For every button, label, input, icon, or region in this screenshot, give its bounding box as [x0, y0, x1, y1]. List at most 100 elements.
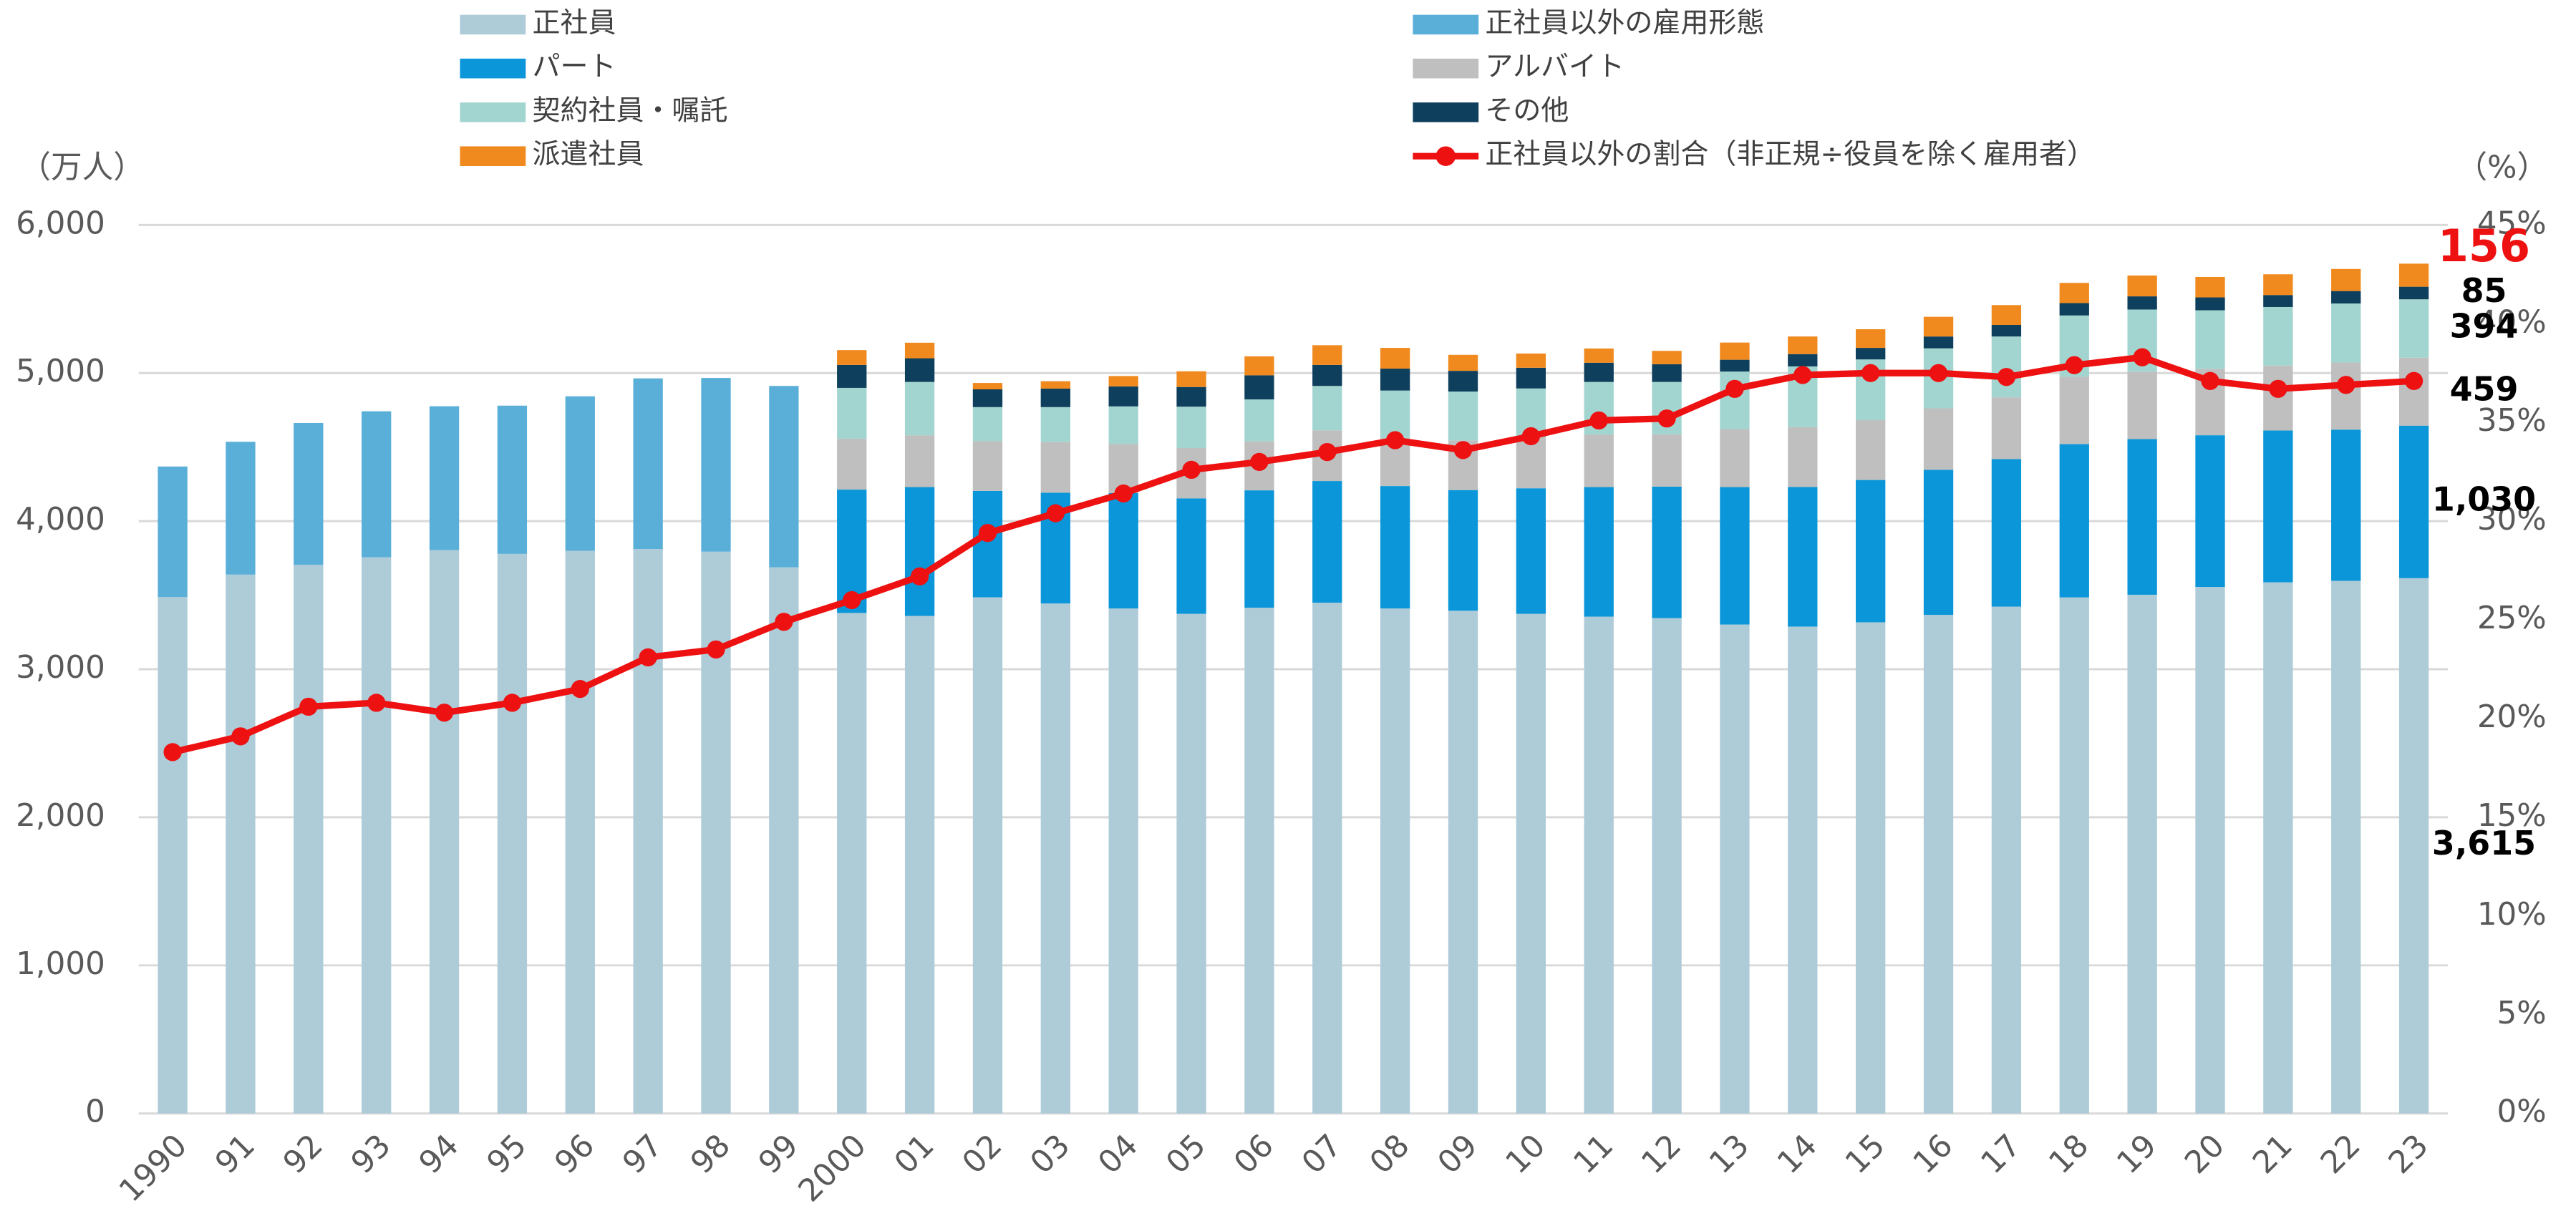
ratio-point — [503, 694, 522, 712]
bar-segment — [837, 438, 867, 490]
ratio-point — [1657, 409, 1676, 428]
x-tick-label: 91 — [208, 1128, 262, 1182]
bar-segment — [1856, 348, 1886, 360]
bar-segment — [1312, 386, 1342, 431]
ratio-point — [2133, 348, 2151, 366]
bar-segment — [1720, 487, 1750, 625]
value-label: 156 — [2438, 220, 2530, 272]
y-tick-label: 4,000 — [16, 502, 105, 538]
bar-segment — [1856, 329, 1886, 349]
ratio-point — [1182, 460, 1201, 480]
y-tick-label: 1,000 — [16, 946, 105, 982]
ratio-point — [1725, 379, 1744, 398]
y-tick-label: 6,000 — [16, 205, 105, 241]
bar-segment — [1584, 348, 1614, 363]
ratio-point — [435, 704, 454, 722]
ratio-point — [1114, 484, 1133, 503]
value-label: 459 — [2450, 370, 2519, 409]
bar-segment — [904, 435, 935, 487]
bar-segment — [2263, 306, 2293, 366]
x-tick-label: 20 — [2178, 1128, 2232, 1182]
bar-segment — [837, 350, 867, 365]
ratio-point — [1793, 366, 1812, 384]
x-tick-label: 18 — [2043, 1128, 2096, 1182]
bar-segment — [1176, 613, 1206, 1114]
bar-segment — [1108, 492, 1138, 609]
bar-segment — [1652, 618, 1682, 1114]
legend-swatch — [460, 14, 526, 35]
x-tick-label: 14 — [1771, 1128, 1824, 1182]
bar-segment — [904, 342, 935, 359]
legend-label: 派遣社員 — [532, 139, 644, 171]
bar-segment — [2263, 365, 2293, 431]
bar-segment — [294, 422, 324, 565]
y-tick-label: 2,000 — [16, 798, 105, 834]
bar-segment — [1652, 434, 1682, 487]
bar-segment — [837, 364, 867, 388]
x-tick-label: 13 — [1703, 1128, 1756, 1182]
ratio-point — [1589, 411, 1608, 430]
ratio-point — [367, 694, 386, 712]
bar-segment — [158, 597, 188, 1114]
bar-segment — [701, 378, 731, 552]
bar-segment — [1448, 391, 1478, 441]
ratio-point — [1929, 364, 1948, 382]
y2-tick-label: 10% — [2477, 897, 2547, 933]
x-tick-label: 19 — [2111, 1128, 2164, 1182]
bar-segment — [904, 487, 935, 616]
ratio-point — [2201, 371, 2219, 390]
ratio-point — [231, 727, 250, 746]
x-tick-label: 15 — [1839, 1128, 1892, 1182]
bar-segment — [2398, 425, 2429, 578]
bar-segment — [2398, 578, 2429, 1114]
bar-segment — [1244, 356, 1274, 376]
y2-tick-label: 25% — [2477, 600, 2547, 636]
ratio-point — [2269, 379, 2287, 398]
bar-segment — [158, 466, 188, 598]
legend-label: 契約社員・嘱託 — [532, 94, 727, 127]
bar-segment — [1856, 420, 1886, 480]
bar-segment — [1720, 624, 1750, 1114]
bar-segment — [1244, 399, 1274, 442]
bar-segment — [1991, 606, 2022, 1114]
bar-segment — [1991, 325, 2022, 337]
bar-segment — [1923, 470, 1954, 616]
x-tick-label: 01 — [888, 1128, 941, 1182]
y-tick-label: 5,000 — [16, 354, 105, 389]
bar-segment — [1516, 613, 1546, 1114]
x-tick-label: 98 — [684, 1128, 737, 1182]
bar-segment — [972, 407, 1003, 442]
y2-tick-label: 45% — [2477, 205, 2547, 241]
bar-segment — [1923, 316, 1954, 337]
x-tick-label: 09 — [1431, 1128, 1485, 1182]
bar-segment — [2195, 586, 2225, 1114]
bar-segment — [1856, 480, 1886, 623]
bar-segment — [294, 565, 324, 1114]
bar-segment — [1652, 351, 1682, 364]
legend-swatch — [460, 102, 526, 122]
x-tick-label: 93 — [344, 1128, 398, 1182]
bar-segment — [1923, 615, 1954, 1114]
ratio-point — [299, 697, 318, 716]
legend-label: 正社員 — [532, 7, 616, 39]
bar-segment — [1584, 616, 1614, 1114]
bar-segment — [497, 405, 528, 554]
bar-segment — [1244, 490, 1274, 608]
bar-segment — [1991, 336, 2022, 398]
x-tick-label: 04 — [1092, 1128, 1146, 1182]
bar-segment — [497, 553, 528, 1114]
bar-segment — [837, 613, 867, 1114]
bar-segment — [2398, 286, 2429, 300]
y2-tick-label: 15% — [2477, 798, 2547, 834]
x-tick-label: 96 — [548, 1128, 602, 1182]
bar-segment — [226, 442, 256, 575]
legend-label: その他 — [1485, 94, 1569, 127]
bar-segment — [1991, 305, 2022, 326]
bar-segment — [1312, 345, 1342, 365]
bar-segment — [1516, 437, 1546, 489]
bar-segment — [1040, 407, 1070, 442]
bar-segment — [972, 441, 1003, 491]
ratio-point — [2337, 376, 2355, 394]
legend-swatch — [460, 58, 526, 79]
value-label: 394 — [2450, 306, 2519, 345]
